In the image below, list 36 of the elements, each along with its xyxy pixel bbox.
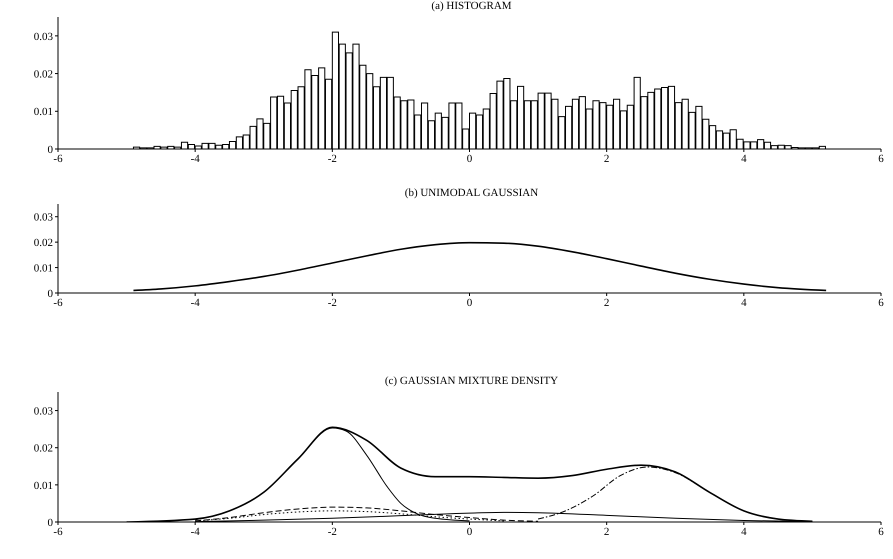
x-tick-label: 4 (741, 296, 748, 309)
y-tick-label: 0.01 (34, 106, 53, 118)
x-tick-label: 4 (741, 152, 748, 165)
x-tick-label: 6 (878, 152, 884, 165)
y-tick-label: 0.02 (34, 442, 53, 455)
x-tick-label: 6 (878, 526, 884, 538)
x-tick-label: -6 (53, 152, 64, 165)
y-tick-label: 0 (48, 288, 54, 300)
x-tick-label: -6 (53, 296, 64, 309)
chart-title: (b) UNIMODAL GAUSSIAN (404, 187, 540, 200)
x-tick-label: -4 (190, 152, 200, 165)
x-tick-label: 2 (604, 152, 610, 165)
y-tick-label: 0.01 (34, 262, 53, 274)
y-tick-label: 0.03 (34, 212, 54, 224)
x-tick-label: 0 (466, 296, 473, 309)
x-tick-label: -2 (328, 296, 337, 309)
x-tick-label: -2 (328, 152, 337, 165)
x-tick-label: -4 (190, 296, 200, 309)
x-tick-label: -4 (190, 526, 200, 538)
y-tick-label: 0.03 (34, 30, 54, 43)
y-tick-label: 0.01 (34, 480, 53, 492)
y-tick-label: 0 (48, 516, 54, 529)
y-tick-label: 0.02 (34, 68, 53, 80)
chart-title: (a) HISTOGRAM (430, 0, 513, 13)
x-tick-label: -2 (328, 526, 337, 538)
y-tick-label: 0 (48, 144, 54, 156)
x-tick-label: 2 (604, 526, 610, 538)
chart-title: (c) GAUSSIAN MIXTURE DENSITY (384, 375, 560, 388)
x-tick-label: 2 (604, 296, 610, 309)
x-tick-label: 0 (466, 152, 473, 165)
x-tick-label: 4 (741, 526, 748, 538)
x-tick-label: 6 (878, 296, 884, 309)
y-tick-label: 0.02 (34, 237, 53, 250)
x-tick-label: 0 (466, 526, 473, 538)
y-tick-label: 0.03 (34, 405, 54, 418)
x-tick-label: -6 (53, 526, 64, 538)
